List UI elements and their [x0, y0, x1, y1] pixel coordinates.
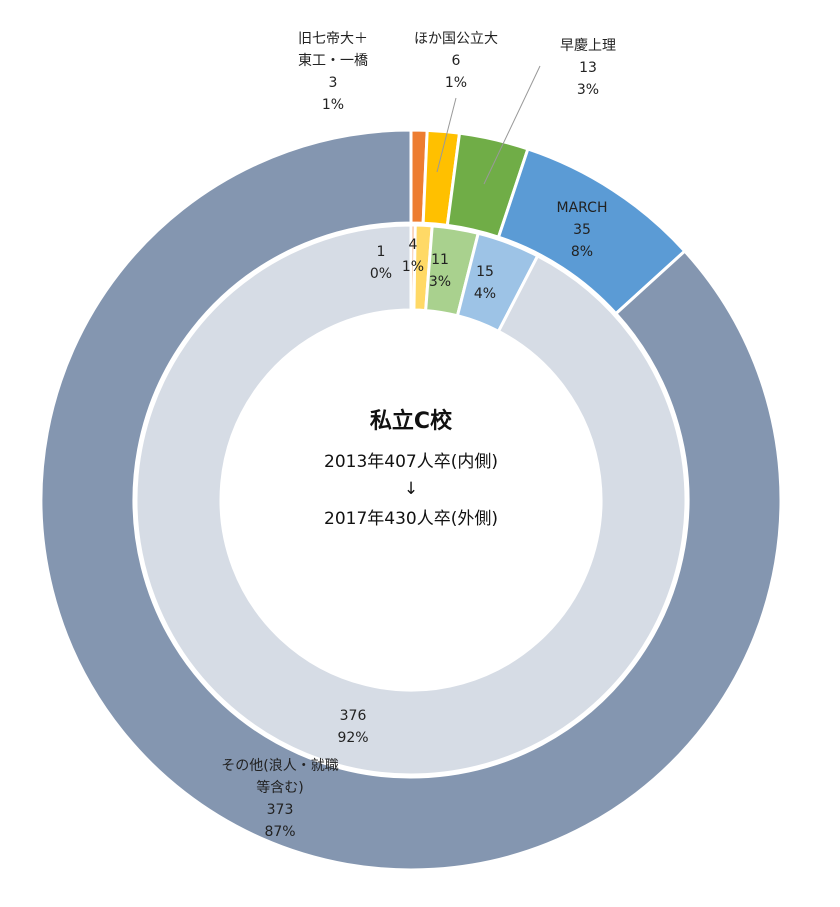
outer-label-pct-4: 87% — [264, 824, 295, 840]
outer-label-name-4: 等含む) — [256, 779, 303, 796]
outer-slice-4 — [39, 128, 783, 872]
leader-lines — [436, 65, 541, 185]
center-line-2013: 2013年407人卒(内側) — [324, 452, 498, 472]
center-arrow: ↓ — [404, 479, 418, 499]
outer-label-name-3: MARCH — [557, 200, 608, 216]
outer-label-value-0: 3 — [329, 75, 338, 91]
outer-label-value-2: 13 — [579, 60, 597, 76]
inner-label-pct-4: 92% — [337, 730, 368, 746]
inner-label-pct-1: 1% — [402, 259, 424, 275]
center-line-2017: 2017年430人卒(外側) — [324, 509, 498, 529]
outer-label-name-1: ほか国公立大 — [414, 31, 498, 47]
outer-label-pct-3: 8% — [571, 244, 593, 260]
slice-labels: 旧七帝大＋ 東工・一橋 3 1% ほか国公立大 6 1% 早慶上理 13 3% MARCH 35 8% そ… — [221, 31, 616, 840]
inner-ring-2013 — [134, 223, 688, 777]
inner-label-value-1: 4 — [409, 237, 418, 253]
inner-label-value-0: 1 — [377, 244, 386, 260]
inner-slice-4 — [134, 223, 688, 777]
outer-label-name-4: その他(浪人・就職 — [221, 758, 338, 774]
outer-label-value-1: 6 — [452, 53, 461, 69]
leader-line-0 — [436, 97, 457, 173]
outer-label-pct-0: 1% — [322, 97, 344, 113]
outer-label-name-0: 東工・一橋 — [298, 53, 368, 69]
inner-label-pct-3: 4% — [474, 286, 496, 302]
inner-label-pct-0: 0% — [370, 266, 392, 282]
outer-label-pct-1: 1% — [445, 75, 467, 91]
center-title: 私立C校 — [370, 408, 453, 434]
inner-label-value-4: 376 — [340, 708, 367, 724]
leader-line-1 — [483, 65, 541, 185]
outer-label-pct-2: 3% — [577, 82, 599, 98]
inner-label-value-3: 15 — [476, 264, 494, 280]
inner-label-pct-2: 3% — [429, 274, 451, 290]
outer-label-value-4: 373 — [267, 802, 294, 818]
outer-label-name-0: 旧七帝大＋ — [298, 31, 368, 47]
outer-label-value-3: 35 — [573, 222, 591, 238]
outer-ring-2017 — [39, 128, 783, 872]
inner-label-value-2: 11 — [431, 252, 449, 268]
outer-label-name-2: 早慶上理 — [560, 38, 616, 54]
